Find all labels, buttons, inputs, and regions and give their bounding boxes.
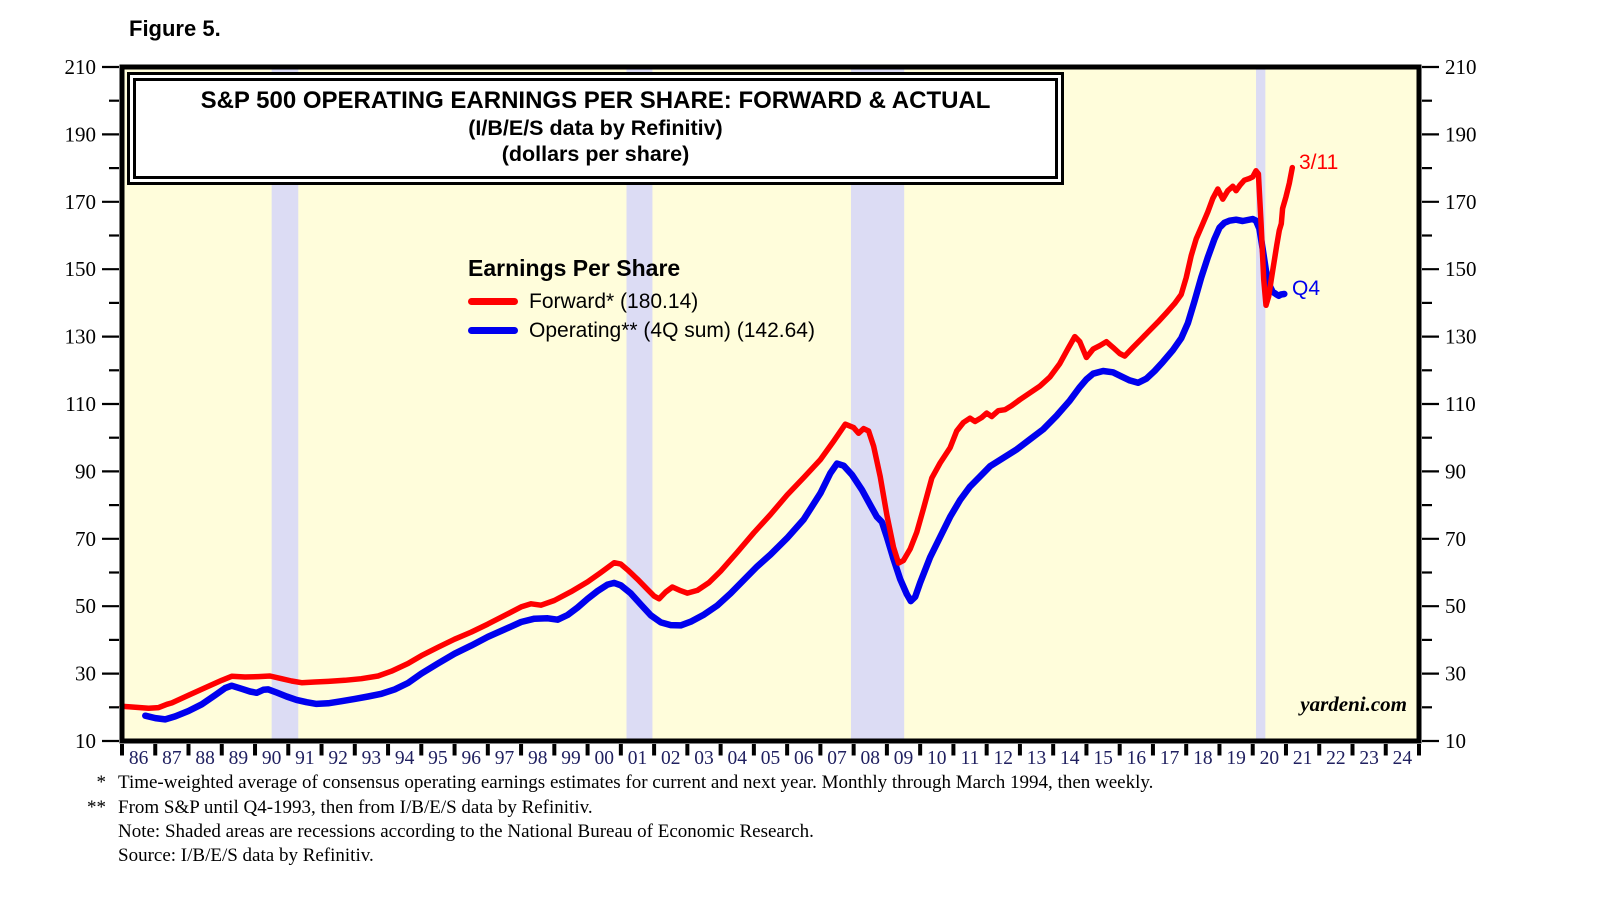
y-axis-label-left: 90 [75, 459, 96, 483]
legend-item-forward: Forward* (180.14) [468, 287, 815, 316]
y-axis-label-right: 30 [1445, 662, 1466, 686]
x-axis-label: 08 [861, 748, 881, 769]
footnote-source: Source: I/B/E/S data by Refinitiv. [60, 845, 374, 867]
x-axis-label: 88 [195, 748, 215, 769]
y-axis-label-right: 70 [1445, 527, 1466, 551]
x-axis-label: 16 [1127, 748, 1147, 769]
x-axis-label: 90 [262, 748, 282, 769]
y-axis-label-right: 110 [1445, 392, 1476, 416]
legend-heading: Earnings Per Share [468, 255, 681, 281]
footnote-2: ** From S&P until Q4-1993, then from I/B/… [60, 797, 593, 819]
x-axis-label: 05 [761, 748, 781, 769]
y-axis-label-right: 210 [1445, 55, 1477, 79]
x-axis-label: 87 [162, 748, 182, 769]
y-axis-label-right: 190 [1445, 122, 1477, 146]
x-axis-label: 86 [129, 748, 149, 769]
x-axis-label: 89 [229, 748, 249, 769]
x-axis-label: 11 [961, 748, 980, 769]
y-axis-label-left: 170 [65, 190, 97, 214]
watermark-yardeni: yardeni.com [1300, 692, 1407, 716]
y-axis-label-left: 190 [65, 122, 97, 146]
x-axis-label: 13 [1027, 748, 1047, 769]
x-axis-label: 20 [1260, 748, 1280, 769]
annotation-operating-end: Q4 [1292, 277, 1321, 300]
x-axis-label: 97 [495, 748, 515, 769]
y-axis-label-left: 210 [65, 55, 97, 79]
chart-title-box: S&P 500 OPERATING EARNINGS PER SHARE: FO… [127, 72, 1064, 185]
y-axis-label-left: 130 [65, 325, 97, 349]
y-axis-label-right: 170 [1445, 190, 1477, 214]
x-axis-label: 98 [528, 748, 548, 769]
x-axis-label: 95 [428, 748, 448, 769]
footnote-2-text: From S&P until Q4-1993, then from I/B/E/… [118, 797, 593, 818]
x-axis-label: 18 [1193, 748, 1213, 769]
x-axis-label: 94 [395, 748, 415, 769]
y-axis-label-left: 50 [75, 594, 96, 618]
footnote-note: Note: Shaded areas are recessions accord… [60, 821, 814, 843]
y-axis-label-right: 130 [1445, 325, 1477, 349]
footnote-1: * Time-weighted average of consensus oper… [60, 772, 1154, 794]
chart-title-line1: S&P 500 OPERATING EARNINGS PER SHARE: FO… [200, 87, 991, 114]
chart-title-line3: (dollars per share) [501, 142, 690, 166]
operating-line-swatch [468, 327, 518, 334]
x-axis-label: 21 [1293, 748, 1313, 769]
y-axis-label-left: 110 [65, 392, 96, 416]
y-axis-label-right: 50 [1445, 594, 1466, 618]
x-axis-label: 91 [295, 748, 315, 769]
x-axis-label: 23 [1359, 748, 1379, 769]
x-axis-label: 12 [994, 748, 1014, 769]
x-axis-label: 22 [1326, 748, 1346, 769]
plot-border [119, 64, 1422, 744]
y-axis-label-right: 90 [1445, 459, 1466, 483]
forward-line [119, 164, 1296, 712]
annotation-forward-end: 3/11 [1299, 151, 1339, 174]
y-axis-label-left: 70 [75, 527, 96, 551]
x-axis-label: 19 [1226, 748, 1246, 769]
footnote-1-marker: * [96, 772, 107, 793]
x-axis-label: 02 [661, 748, 681, 769]
footnote-source-text: Source: I/B/E/S data by Refinitiv. [118, 845, 374, 866]
chart-title-line2: (I/B/E/S data by Refinitiv) [468, 116, 723, 140]
recession-band [1256, 67, 1266, 741]
footnote-2-marker: ** [87, 797, 106, 818]
y-axis-label-right: 150 [1445, 257, 1477, 281]
x-axis-label: 93 [362, 748, 382, 769]
x-axis-label: 09 [894, 748, 914, 769]
x-axis-label: 92 [328, 748, 348, 769]
operating-line [142, 215, 1288, 723]
legend-label-forward: Forward* (180.14) [529, 289, 699, 313]
legend-label-operating: Operating** (4Q sum) (142.64) [529, 318, 815, 342]
footnote-1-text: Time-weighted average of consensus opera… [118, 772, 1154, 793]
x-axis-label: 06 [794, 748, 814, 769]
chart-title-box-inner: S&P 500 OPERATING EARNINGS PER SHARE: FO… [133, 78, 1058, 179]
x-axis-label: 03 [694, 748, 714, 769]
legend-item-operating: Operating** (4Q sum) (142.64) [468, 316, 815, 345]
x-axis-label: 14 [1060, 748, 1080, 769]
x-axis-label: 00 [594, 748, 614, 769]
forward-line-swatch [468, 298, 518, 305]
figure-label: Figure 5. [129, 16, 221, 41]
footnote-note-text: Note: Shaded areas are recessions accord… [118, 821, 814, 842]
y-axis-label-left: 150 [65, 257, 97, 281]
legend: Earnings Per Share Forward* (180.14) Ope… [468, 255, 815, 345]
x-axis-label: 99 [561, 748, 581, 769]
x-axis-label: 10 [927, 748, 947, 769]
y-axis-label-left: 30 [75, 662, 96, 686]
y-axis-label-left: 10 [75, 729, 96, 753]
x-axis-label: 24 [1393, 748, 1413, 769]
x-axis-label: 01 [628, 748, 648, 769]
x-axis-label: 15 [1093, 748, 1113, 769]
y-axis-label-right: 10 [1445, 729, 1466, 753]
x-axis-label: 04 [727, 748, 747, 769]
x-axis-label: 96 [461, 748, 481, 769]
x-axis-label: 17 [1160, 748, 1180, 769]
x-axis-label: 07 [827, 748, 847, 769]
